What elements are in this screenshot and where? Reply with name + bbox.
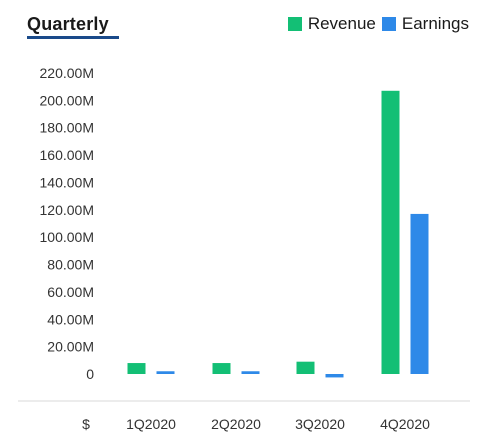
- legend-label-earnings: Earnings: [401, 14, 469, 33]
- legend-label-revenue: Revenue: [307, 14, 376, 33]
- x-tick-label: 3Q2020: [295, 416, 345, 432]
- legend: Revenue Earnings: [282, 14, 469, 34]
- y-tick-label: 200.00M: [40, 92, 94, 108]
- y-axis: 0 20.00M 40.00M 60.00M 80.00M 100.00M 120.00M 1…: [40, 65, 95, 382]
- bar-revenue-1q2020[interactable]: [127, 363, 146, 374]
- tab-underline: [27, 36, 119, 39]
- legend-swatch-earnings: [381, 17, 396, 31]
- y-tick-label: 80.00M: [47, 257, 94, 273]
- x-tick-label: 2Q2020: [211, 416, 261, 432]
- y-tick-label: 60.00M: [47, 284, 94, 300]
- y-tick-label: 180.00M: [40, 120, 94, 136]
- bar-revenue-3q2020[interactable]: [296, 361, 315, 374]
- legend-item-revenue[interactable]: Revenue: [287, 14, 376, 34]
- quarterly-tab[interactable]: Quarterly: [27, 14, 109, 34]
- bars: [127, 90, 429, 378]
- y-tick-label: 140.00M: [40, 174, 94, 190]
- x-tick-label: 4Q2020: [380, 416, 430, 432]
- currency-label: $: [82, 416, 90, 432]
- bar-earnings-2q2020[interactable]: [241, 371, 260, 374]
- bar-earnings-3q2020[interactable]: [325, 374, 344, 378]
- bar-earnings-4q2020[interactable]: [410, 213, 429, 374]
- bar-revenue-2q2020[interactable]: [212, 363, 231, 374]
- legend-swatch-revenue: [287, 17, 302, 31]
- y-tick-label: 20.00M: [47, 339, 94, 355]
- y-tick-label: 220.00M: [40, 65, 94, 81]
- x-tick-label: 1Q2020: [126, 416, 176, 432]
- y-tick-label: 160.00M: [40, 147, 94, 163]
- y-tick-label: 100.00M: [40, 229, 94, 245]
- legend-item-earnings[interactable]: Earnings: [381, 14, 469, 34]
- bar-earnings-1q2020[interactable]: [156, 371, 175, 374]
- y-tick-label: 120.00M: [40, 202, 94, 218]
- y-tick-label: 0: [86, 366, 94, 382]
- x-axis: $ 1Q2020 2Q2020 3Q2020 4Q2020: [82, 416, 430, 432]
- y-tick-label: 40.00M: [47, 311, 94, 327]
- bar-revenue-4q2020[interactable]: [381, 90, 400, 374]
